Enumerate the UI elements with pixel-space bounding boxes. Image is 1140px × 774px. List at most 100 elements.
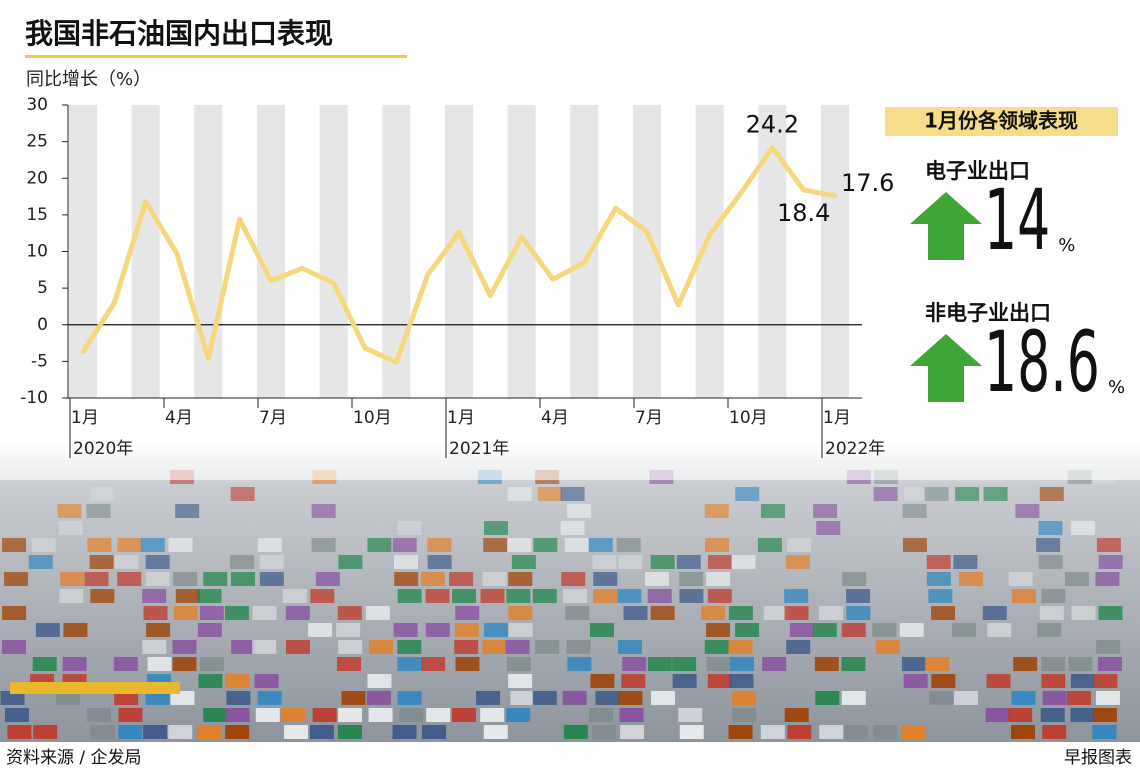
container <box>397 589 422 603</box>
container <box>173 606 198 620</box>
crane <box>10 682 180 694</box>
container <box>787 725 812 739</box>
container <box>1098 606 1123 620</box>
container <box>532 589 557 603</box>
container <box>728 725 753 739</box>
container <box>1041 674 1066 688</box>
container <box>336 623 361 637</box>
container <box>259 572 284 586</box>
container <box>60 572 85 586</box>
container <box>455 657 480 671</box>
container <box>483 623 508 637</box>
container <box>198 674 223 688</box>
container <box>1015 504 1040 518</box>
container <box>732 691 757 705</box>
container <box>561 572 586 586</box>
container <box>899 623 924 637</box>
container <box>679 725 704 739</box>
container <box>197 725 222 739</box>
container <box>369 640 394 654</box>
container <box>1068 657 1093 671</box>
container <box>560 521 585 535</box>
x-tick-label: 7月 <box>259 408 287 428</box>
container <box>707 674 732 688</box>
x-tick-label: 1月 <box>71 408 99 428</box>
container <box>286 640 311 654</box>
container <box>482 572 507 586</box>
container-stacks <box>0 440 1140 739</box>
container <box>592 555 617 569</box>
container <box>735 487 760 501</box>
x-tick-label: 1月 <box>823 408 851 428</box>
container <box>589 623 614 637</box>
container <box>760 725 785 739</box>
container <box>143 606 168 620</box>
container <box>505 640 530 654</box>
year-label: 2020年 <box>73 439 133 459</box>
container <box>254 674 279 688</box>
container <box>312 708 337 722</box>
container <box>701 606 726 620</box>
container <box>735 623 760 637</box>
container <box>113 657 138 671</box>
stripe <box>570 105 599 398</box>
panel-item-unit: % <box>1108 377 1125 398</box>
container <box>1071 521 1096 535</box>
container <box>337 657 362 671</box>
container <box>451 708 476 722</box>
container <box>62 657 87 671</box>
container <box>728 606 753 620</box>
line <box>80 144 838 365</box>
container <box>341 691 366 705</box>
container <box>679 589 704 603</box>
container <box>1092 708 1117 722</box>
container <box>704 538 729 552</box>
x-tick-label: 10月 <box>353 408 392 428</box>
container <box>647 589 672 603</box>
container <box>787 538 812 552</box>
container <box>392 538 417 552</box>
container <box>0 691 25 705</box>
container <box>483 521 508 535</box>
container <box>595 691 620 705</box>
container <box>230 572 255 586</box>
container <box>86 708 111 722</box>
container <box>4 708 29 722</box>
container <box>784 589 809 603</box>
container <box>1064 572 1089 586</box>
container <box>786 640 811 654</box>
container <box>1097 657 1122 671</box>
container <box>86 504 111 518</box>
container <box>145 555 170 569</box>
y-tick-label: 10 <box>26 242 48 262</box>
container <box>510 691 535 705</box>
title-underline <box>25 55 407 58</box>
container <box>763 606 788 620</box>
container <box>1 640 26 654</box>
container <box>203 572 228 586</box>
container <box>1070 674 1095 688</box>
container <box>252 606 277 620</box>
container <box>1092 725 1117 739</box>
container <box>931 606 956 620</box>
container <box>175 589 200 603</box>
container <box>393 555 418 569</box>
chart-title: 我国非石油国内出口表现 <box>25 17 333 50</box>
container <box>591 725 616 739</box>
container <box>985 708 1010 722</box>
container <box>902 504 927 518</box>
stripe <box>319 105 348 398</box>
container <box>143 725 168 739</box>
y-tick-label: 20 <box>26 168 48 188</box>
container <box>1008 708 1033 722</box>
y-tick-label: 5 <box>37 278 48 298</box>
container <box>562 691 587 705</box>
container <box>902 538 927 552</box>
container <box>28 555 53 569</box>
panel-title: 1月份各领域表现 <box>924 109 1078 133</box>
container <box>482 640 507 654</box>
container <box>982 606 1007 620</box>
container <box>483 725 508 739</box>
container <box>1037 623 1062 637</box>
plot-area: -10 -5 0 5 10 15 20 25 30 1月 2020年 4月 7月 10月 1月 2021年 4月… <box>20 95 894 459</box>
